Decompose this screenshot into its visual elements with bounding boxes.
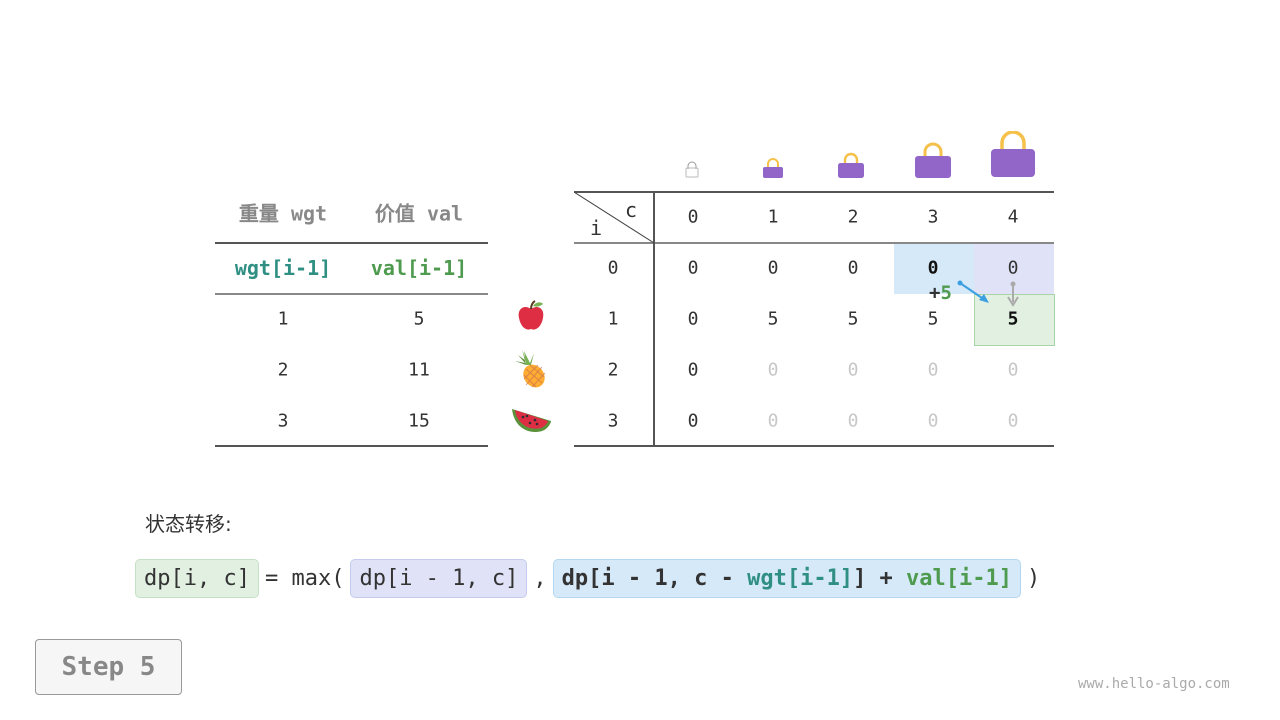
plus-five-label: +5 [929,282,952,304]
formula-option-2: dp[i - 1, c - wgt[i-1]] + val[i-1] [552,559,1022,598]
bag-icon-1 [763,158,783,178]
dp-cell: 0 [767,257,779,279]
dp-cell: 0 [1007,257,1019,279]
wgt-cell: 1 [277,308,289,330]
col-header: 0 [687,206,699,228]
dp-cell: 0 [847,410,859,432]
row-header: 2 [607,359,619,381]
row-header: 1 [607,308,619,330]
corner-diagonal [574,192,654,244]
dp-cell: 0 [687,308,699,330]
dp-cell: 0 [927,359,939,381]
row-header: 3 [607,410,619,432]
corner-row-label: i [589,216,603,240]
val-cell: 15 [408,410,430,432]
dp-cell: 0 [687,410,699,432]
bag-icon-3 [915,142,951,178]
pineapple-icon [515,349,546,388]
divider [215,242,488,244]
plus-value: 5 [940,282,952,304]
val-cell: 11 [408,359,430,381]
divider [574,191,1054,193]
formula: dp[i, c] = max( dp[i - 1, c] , dp[i - 1,… [135,559,1040,598]
watermark: www.hello-algo.com [1078,676,1230,692]
step-button[interactable]: Step 5 [35,639,182,695]
dp-cell: 0 [927,410,939,432]
bag-icon-2 [838,152,864,178]
bag-icon-4 [991,131,1035,177]
wgt-cell: 3 [277,410,289,432]
dp-cell: 0 [847,257,859,279]
plus-sign: + [929,282,941,304]
col-header: 1 [767,206,779,228]
dp-cell: 5 [847,308,859,330]
val-cell: 5 [413,308,425,330]
divider [215,293,488,295]
dp-cell: 5 [1007,308,1019,330]
formula-wgt: wgt[i-1] [747,566,854,591]
formula-close: ) [1027,566,1041,591]
col-header: 3 [927,206,939,228]
bag-icon-empty [685,161,699,178]
formula-val: val[i-1] [906,566,1013,591]
transition-label: 状态转移: [145,512,232,536]
val-subheader: val[i-1] [370,256,468,280]
value-header: 价值 val [374,201,464,226]
col-header: 2 [847,206,859,228]
dp-cell: 0 [687,359,699,381]
formula-comma: , [533,566,547,591]
dp-cell: 0 [767,410,779,432]
wgt-subheader: wgt[i-1] [234,256,332,280]
divider [574,445,1054,447]
row-header: 0 [607,257,619,279]
source-cell-highlight [894,243,974,294]
divider [574,242,1054,244]
dp-cell: 5 [767,308,779,330]
dp-cell: 0 [767,359,779,381]
dp-cell: 0 [847,359,859,381]
dp-cell: 0 [687,257,699,279]
formula-lhs: dp[i, c] [135,559,259,598]
formula-max: = max( [264,566,345,591]
dp-cell: 5 [927,308,939,330]
wgt-cell: 2 [277,359,289,381]
transition-arrows [957,280,1019,307]
formula-part: ] + [853,566,907,591]
dp-cell: 0 [1007,410,1019,432]
dp-cell: 0 [927,257,939,279]
corner-col-label: c [624,198,638,222]
col-header: 4 [1007,206,1019,228]
apple-icon [518,300,544,330]
watermelon-icon [512,409,551,433]
divider [653,192,655,446]
dp-cell: 0 [1007,359,1019,381]
formula-part: dp[i - 1, c - [561,566,748,591]
divider [215,445,488,447]
formula-option-1: dp[i - 1, c] [350,559,528,598]
weight-header: 重量 wgt [238,201,328,226]
